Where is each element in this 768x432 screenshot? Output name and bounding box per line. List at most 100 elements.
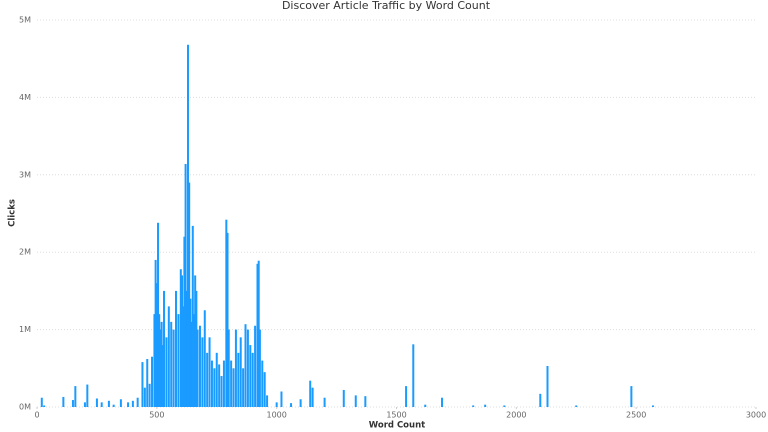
bar [412, 344, 415, 407]
x-tick-label: 500 [149, 411, 164, 420]
bar [249, 345, 252, 407]
bar [185, 290, 188, 407]
bar [62, 396, 65, 407]
bar [630, 386, 633, 407]
bar [323, 397, 326, 407]
bar [141, 362, 144, 407]
x-tick-label: 1500 [386, 411, 406, 420]
bar [194, 275, 197, 407]
bar [192, 314, 195, 407]
bar [172, 329, 175, 407]
bar [143, 387, 146, 407]
bar [244, 324, 247, 407]
bar [157, 222, 160, 407]
bar [182, 306, 185, 407]
bar [651, 405, 654, 407]
bar [148, 383, 151, 407]
bar [210, 360, 213, 407]
bar [246, 329, 249, 407]
bar [227, 329, 230, 407]
x-tick-label: 2500 [626, 411, 646, 420]
bar [484, 404, 487, 407]
bar [119, 399, 122, 407]
bar [40, 397, 43, 407]
x-tick-label: 1000 [266, 411, 286, 420]
bar [95, 398, 98, 407]
x-tick-label: 0 [34, 411, 39, 420]
x-tick-label: 3000 [746, 411, 766, 420]
x-tick-label: 2000 [506, 411, 526, 420]
bar [179, 269, 182, 407]
bar [127, 402, 130, 407]
bar [290, 403, 293, 407]
bar [208, 337, 211, 407]
x-axis-title: Word Count [369, 421, 425, 431]
bar [472, 405, 475, 407]
bar [254, 325, 257, 407]
bar [158, 314, 161, 407]
bar [263, 372, 266, 407]
bar [261, 360, 264, 407]
bar [309, 380, 312, 407]
bar [154, 259, 157, 407]
bar [251, 352, 254, 407]
bar [153, 314, 156, 407]
bar [225, 219, 228, 407]
bar [546, 365, 549, 407]
bar [136, 397, 139, 407]
bar [342, 389, 345, 407]
y-tick-label: 1M [19, 325, 31, 334]
bar [575, 405, 578, 407]
y-tick-label: 5M [19, 16, 31, 25]
bar [280, 391, 283, 407]
bar [165, 337, 168, 407]
bar [198, 325, 201, 407]
bar [441, 397, 444, 407]
bar [191, 225, 194, 407]
bar [112, 404, 115, 407]
bar [311, 387, 314, 407]
bar [275, 402, 278, 407]
y-tick-label: 0M [19, 403, 31, 412]
bar [237, 352, 240, 407]
bar [189, 298, 192, 407]
bar [161, 345, 164, 407]
bar [242, 368, 245, 407]
bar [177, 314, 180, 407]
bar [107, 400, 110, 407]
y-tick-label: 2M [19, 248, 31, 257]
bar [256, 263, 259, 407]
bar [86, 384, 89, 407]
bar [405, 386, 408, 407]
bar [539, 393, 542, 407]
bar [201, 337, 204, 407]
bar [186, 44, 189, 407]
bar [220, 376, 223, 407]
bar [184, 163, 187, 407]
bar [503, 405, 506, 407]
bar [218, 364, 221, 407]
y-tick-label: 3M [19, 170, 31, 179]
bar [155, 283, 158, 407]
bar [146, 359, 149, 407]
bar [196, 329, 199, 407]
bar [188, 182, 191, 407]
bar [74, 386, 77, 407]
bar [190, 321, 193, 407]
bar [257, 260, 260, 407]
bar [195, 290, 198, 407]
bar [43, 405, 46, 407]
bar [100, 402, 103, 407]
bar [354, 395, 357, 407]
bar [160, 321, 163, 407]
y-axis-title: Clicks [8, 199, 18, 227]
bar [232, 368, 235, 407]
bar [71, 400, 74, 407]
bar [180, 275, 183, 407]
bar [167, 306, 170, 407]
y-tick-label: 4M [19, 93, 31, 102]
bar [258, 329, 261, 407]
bar [424, 404, 427, 407]
bar [239, 337, 242, 407]
